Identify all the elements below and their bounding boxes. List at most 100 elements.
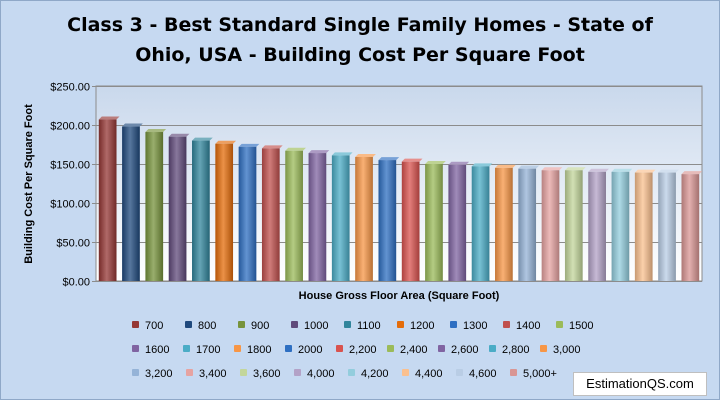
bar-top-1000 (168, 133, 190, 137)
legend-item-2,600: 2,600 (438, 344, 479, 356)
x-axis-label: House Gross Floor Area (Square Foot) (298, 290, 500, 302)
watermark: EstimationQS.com (573, 372, 707, 396)
legend-swatch (397, 321, 404, 328)
legend-swatch (456, 369, 463, 376)
bar-1700 (331, 155, 350, 281)
bar-2,600 (448, 164, 467, 281)
bar-3,600 (564, 170, 583, 281)
legend-item-4,600: 4,600 (456, 368, 497, 380)
bar-3,000 (495, 167, 513, 281)
legend-item-3,400: 3,400 (186, 368, 227, 380)
bar-1200 (215, 143, 234, 281)
legend-swatch (234, 345, 241, 352)
legend-item-5,000+: 5,000+ (510, 368, 557, 380)
legend-label: 2,400 (400, 344, 428, 356)
legend-label: 4,000 (307, 368, 335, 380)
bar-top-4,600 (658, 169, 679, 173)
legend-swatch (556, 321, 563, 328)
legend-item-1500: 1500 (556, 320, 593, 332)
legend-item-800: 800 (185, 320, 216, 332)
legend-swatch (510, 369, 517, 376)
legend-item-1200: 1200 (397, 320, 434, 332)
bar-2,800 (471, 166, 490, 281)
bar-3,200 (518, 168, 537, 281)
bar-top-2,200 (401, 158, 423, 162)
legend-item-1000: 1000 (291, 320, 328, 332)
legend-item-700: 700 (132, 320, 163, 332)
legend-swatch (438, 345, 445, 352)
legend-item-4,200: 4,200 (348, 368, 389, 380)
legend-item-2,400: 2,400 (387, 344, 428, 356)
legend-label: 4,600 (469, 368, 497, 380)
legend-item-1300: 1300 (450, 320, 487, 332)
legend-label: 1200 (410, 320, 435, 332)
bar-top-1100 (192, 137, 213, 141)
y-tick-label: $200.00 (50, 121, 90, 133)
legend-label: 2,800 (502, 344, 530, 356)
legend-label: 2000 (298, 344, 323, 356)
bar-2,400 (425, 164, 443, 281)
bar-top-1300 (238, 143, 260, 147)
bar-2,200 (401, 161, 420, 281)
bar-4,600 (658, 172, 676, 281)
legend-swatch (132, 345, 139, 352)
bar-top-800 (122, 123, 143, 127)
legend-item-3,600: 3,600 (240, 368, 281, 380)
legend-swatch (489, 345, 496, 352)
legend-swatch (291, 321, 298, 328)
bar-900 (145, 132, 164, 281)
bar-3,400 (541, 170, 560, 281)
bar-1500 (285, 150, 303, 281)
legend-swatch (186, 369, 193, 376)
legend-swatch (336, 345, 343, 352)
bar-4,200 (611, 171, 630, 281)
bar-1000 (168, 136, 187, 281)
bar-top-4,200 (611, 168, 633, 172)
bar-1800 (355, 156, 373, 281)
bar-top-2,800 (471, 163, 493, 167)
legend-item-3,000: 3,000 (540, 344, 581, 356)
legend-item-2000: 2000 (285, 344, 322, 356)
bar-top-5,000+ (681, 171, 703, 175)
legend-label: 4,200 (361, 368, 389, 380)
legend-item-2,800: 2,800 (489, 344, 530, 356)
legend-label: 3,600 (253, 368, 281, 380)
y-tick-label: $100.00 (50, 199, 90, 211)
bar-top-1600 (308, 150, 330, 154)
bar-4,000 (588, 171, 606, 281)
legend-item-1600: 1600 (132, 344, 169, 356)
bar-top-4,400 (634, 169, 656, 173)
bar-top-3,600 (564, 167, 586, 171)
legend-swatch (387, 345, 394, 352)
legend-label: 800 (198, 320, 217, 332)
legend-label: 1600 (145, 344, 170, 356)
bar-top-4,000 (588, 168, 609, 172)
legend-swatch (285, 345, 292, 352)
legend-label: 1700 (196, 344, 221, 356)
legend-label: 2,200 (349, 344, 377, 356)
legend-item-1700: 1700 (183, 344, 220, 356)
bar-1600 (308, 153, 327, 281)
bar-top-2000 (378, 157, 400, 161)
y-tick-label: $250.00 (50, 82, 90, 94)
legend-label: 1500 (569, 320, 594, 332)
chart-title-line-2: Ohio, USA - Building Cost Per Square Foo… (135, 44, 585, 66)
legend-swatch (185, 321, 192, 328)
legend-label: 900 (251, 320, 270, 332)
legend-swatch (240, 369, 247, 376)
legend-item-1800: 1800 (234, 344, 271, 356)
legend-label: 2,600 (451, 344, 479, 356)
legend-item-4,400: 4,400 (402, 368, 443, 380)
bar-4,400 (634, 172, 653, 281)
bar-top-1400 (261, 145, 283, 149)
legend-label: 1300 (463, 320, 488, 332)
legend-item-2,200: 2,200 (336, 344, 377, 356)
legend-swatch (540, 345, 547, 352)
legend-swatch (294, 369, 301, 376)
legend-label: 3,200 (145, 368, 173, 380)
legend-label: 1800 (247, 344, 272, 356)
bar-top-3,000 (495, 164, 516, 168)
legend-swatch (450, 321, 457, 328)
legend-swatch (402, 369, 409, 376)
